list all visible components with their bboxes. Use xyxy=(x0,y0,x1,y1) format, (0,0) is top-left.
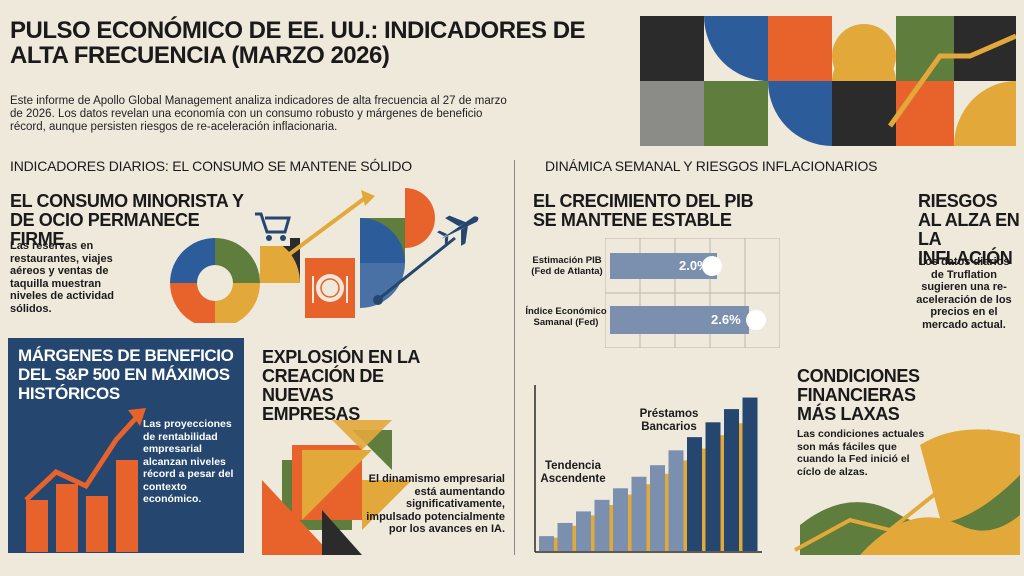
consumo-illustration xyxy=(170,188,479,323)
empresas-body: El dinamismo empresarial está aumentando… xyxy=(366,473,505,535)
pib-marker-semanal xyxy=(746,310,766,330)
pib-bar-semanal: 2.6% xyxy=(610,306,749,334)
prestamos-bar-accent xyxy=(554,537,558,551)
pib-row-label-semanal: Índice Económico Samanal (Fed) xyxy=(525,306,607,328)
consumo-title: EL CONSUMO MINORISTA Y DE OCIO PERMANECE… xyxy=(10,191,244,249)
prestamos-bar-accent xyxy=(665,473,669,551)
margenes-chart xyxy=(24,408,146,552)
prestamos-bar xyxy=(687,437,702,551)
plate-cutlery-icon xyxy=(312,274,348,303)
empresas-title: EXPLOSIÓN EN LA CREACIÓN DE NUEVAS EMPRE… xyxy=(262,347,420,424)
vertical-divider xyxy=(514,160,515,555)
tendencia-label: Tendencia Ascendente xyxy=(540,460,606,485)
prestamos-bar xyxy=(668,450,684,551)
geometric-mosaic xyxy=(640,16,1016,146)
prestamos-bar-accent xyxy=(702,448,706,551)
empresas-illustration xyxy=(262,420,412,555)
prestamos-bar xyxy=(576,511,591,551)
page-title: PULSO ECONÓMICO DE EE. UU.: INDICADORES … xyxy=(10,17,586,69)
prestamos-bar xyxy=(724,409,739,551)
prestamos-bar-accent xyxy=(628,494,632,551)
prestamos-label: Préstamos Bancarios xyxy=(639,408,699,433)
prestamos-chart xyxy=(534,385,762,553)
prestamos-bar xyxy=(557,522,573,551)
prestamos-bar-accent xyxy=(720,435,724,551)
prestamos-bar-accent xyxy=(683,460,687,551)
shopping-cart-icon xyxy=(250,206,291,246)
condiciones-title: CONDICIONES FINANCIERAS MÁS LAXAS xyxy=(797,366,920,424)
intro-paragraph: Este informe de Apollo Global Management… xyxy=(10,95,507,133)
riesgos-title: RIESGOS AL ALZA EN LA INFLACIÓN xyxy=(918,191,1020,268)
margenes-body: Las proyecciones de rentabilidad empresa… xyxy=(143,418,234,505)
pib-title: EL CRECIMIENTO DEL PIB SE MANTENE ESTABL… xyxy=(533,191,754,230)
prestamos-bar xyxy=(631,476,647,551)
pib-marker-atlanta xyxy=(702,256,722,276)
right-section-heading: DINÁMICA SEMANAL Y RIESGOS INFLACIONARIO… xyxy=(545,158,878,174)
prestamos-bar xyxy=(705,422,721,551)
airplane-icon xyxy=(436,215,479,246)
consumo-body: Las reservas en restaurantes, viajes aér… xyxy=(10,240,114,315)
margenes-title: MÁRGENES DE BENEFICIO DEL S&P 500 EN MÁX… xyxy=(18,346,234,403)
condiciones-illustration xyxy=(794,428,1020,555)
prestamos-bar-accent xyxy=(609,504,613,551)
pib-row-label-atlanta: Estimación PIB (Fed de Atlanta) xyxy=(531,255,603,277)
left-section-heading: INDICADORES DIARIOS: EL CONSUMO SE MANTE… xyxy=(10,158,412,174)
prestamos-bar-accent xyxy=(646,484,650,551)
condiciones-body: Las condiciones actuales son más fáciles… xyxy=(797,428,925,478)
riesgos-body: Los datos diarios de Truflation sugieren… xyxy=(916,256,1012,331)
prestamos-bar-accent xyxy=(739,423,743,551)
prestamos-bar-accent xyxy=(572,525,576,551)
prestamos-bar xyxy=(650,465,665,551)
prestamos-bar xyxy=(742,397,758,551)
pib-bar-atlanta: 2.0% xyxy=(610,253,717,279)
prestamos-bar xyxy=(613,488,628,551)
prestamos-bar xyxy=(594,499,610,551)
prestamos-bar xyxy=(539,536,554,551)
prestamos-bar-accent xyxy=(591,515,595,551)
